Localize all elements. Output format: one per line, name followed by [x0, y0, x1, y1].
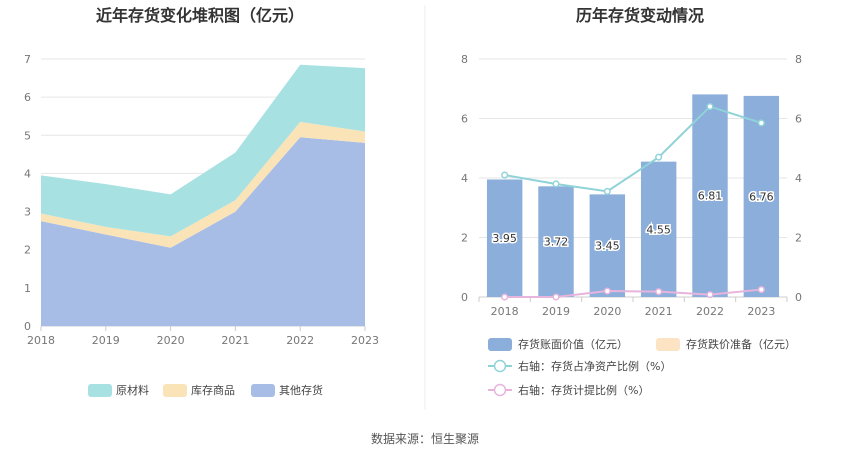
left-y-tick-label: 0: [24, 320, 31, 333]
left-y-tick-label: 2: [24, 244, 31, 257]
left-x-tick-labels: 2018 2019 2020 2021 2022 2023: [27, 334, 379, 347]
area-series-0: [41, 137, 365, 326]
line-point[interactable]: [552, 180, 560, 188]
bar-label-bg: [592, 238, 622, 253]
legend-label: 右轴：存货计提比例（%）: [518, 383, 649, 397]
legend-swatch: [488, 338, 512, 351]
right-legend: 存货账面价值（亿元） 存货跌价准备（亿元） 右轴：存货占净资产比例（%） 右轴：存货计…: [488, 337, 796, 397]
left-y-tick-label: 5: [24, 129, 31, 142]
right-grid: [478, 58, 788, 302]
right-y-tick-label: 0: [461, 291, 468, 304]
left-x-tick-label: 2019: [92, 334, 120, 347]
bar-line-chart: 历年存货变动情况 3.95 3.72 3.454.556.81 6.76 02468 …: [461, 6, 802, 397]
right-x-tick-label: 2018: [491, 305, 519, 318]
legend-swatch: [88, 384, 112, 397]
left-y-tick-label: 7: [24, 53, 31, 66]
left-y-tick-label: 6: [24, 91, 31, 104]
legend-label: 存货跌价准备（亿元）: [686, 337, 796, 351]
right-x-tick-label: 2020: [593, 305, 621, 318]
right-chart-title: 历年存货变动情况: [576, 6, 704, 25]
left-x-tick-label: 2023: [351, 334, 379, 347]
legend-swatch: [251, 384, 275, 397]
bar-data-label: 3.45: [595, 240, 620, 253]
left-chart-title: 近年存货变化堆积图（亿元）: [96, 6, 304, 25]
bar-label-bg: [644, 222, 674, 237]
legend-swatch: [656, 338, 680, 351]
line-point[interactable]: [706, 103, 714, 111]
bar-label-bg: [490, 231, 520, 246]
left-y-tick-labels: 0 1 2 3 4 5 6 7: [24, 53, 31, 333]
line-point[interactable]: [706, 291, 714, 299]
right-y2-tick-label: 2: [795, 232, 802, 245]
bar-data-label: 6.81: [698, 190, 723, 203]
right-legend-item[interactable]: 右轴：存货计提比例（%）: [488, 383, 649, 397]
legend-label: 库存商品: [191, 383, 235, 397]
area-series-1: [41, 121, 365, 248]
left-legend-item[interactable]: 其他存货: [251, 383, 323, 397]
line-point[interactable]: [655, 153, 663, 161]
legend-label: 原材料: [116, 383, 149, 397]
legend-label: 存货账面价值（亿元）: [518, 337, 628, 351]
left-x-tick-label: 2018: [27, 334, 55, 347]
line-point[interactable]: [603, 187, 611, 195]
right-y-tick-label: 8: [461, 53, 468, 66]
bar-label-bg: [695, 188, 725, 203]
bar-data-label: 4.55: [646, 223, 671, 236]
right-y-tick-label: 4: [461, 172, 468, 185]
right-x-tick-label: 2019: [542, 305, 570, 318]
bar-label-bg: [541, 234, 571, 249]
right-y2-tick-label: 6: [795, 113, 802, 126]
right-x-tick-label: 2023: [747, 305, 775, 318]
bar-label-bg: [746, 189, 776, 204]
line-series-2: [504, 105, 762, 193]
right-y2-tick-label: 8: [795, 53, 802, 66]
right-legend-item[interactable]: 存货跌价准备（亿元）: [656, 337, 796, 351]
left-x-tick-label: 2022: [286, 334, 314, 347]
bar-data-label: 3.72: [544, 236, 569, 249]
left-legend-item[interactable]: 原材料: [88, 383, 149, 397]
right-y-tick-label: 6: [461, 113, 468, 126]
right-x-tick-label: 2021: [645, 305, 673, 318]
left-x-tick-label: 2020: [157, 334, 185, 347]
legend-label: 其他存货: [279, 383, 323, 397]
right-y2-tick-label: 4: [795, 172, 802, 185]
left-area-series: [41, 64, 365, 326]
line-point[interactable]: [757, 119, 765, 127]
right-legend-item[interactable]: 存货账面价值（亿元）: [488, 337, 628, 351]
right-x-tick-labels: 2018 2019 2020 2021 2022 2023: [491, 305, 776, 318]
line-point[interactable]: [501, 171, 509, 179]
line-point[interactable]: [603, 287, 611, 295]
right-y-tick-label: 2: [461, 232, 468, 245]
right-x-tick-label: 2022: [696, 305, 724, 318]
line-point[interactable]: [552, 293, 560, 301]
legend-swatch: [163, 384, 187, 397]
legend-label: 右轴：存货占净资产比例（%）: [518, 359, 671, 373]
legend-marker: [493, 383, 507, 397]
left-x-tick-label: 2021: [221, 334, 249, 347]
left-y-tick-label: 4: [24, 167, 31, 180]
left-y-tick-label: 3: [24, 206, 31, 219]
area-series-2: [41, 64, 365, 237]
line-point[interactable]: [757, 286, 765, 294]
bar-data-label: 6.76: [749, 190, 774, 203]
left-legend: 原材料 库存商品 其他存货: [88, 383, 323, 397]
line-point[interactable]: [655, 288, 663, 296]
bar-data-label: 3.95: [492, 232, 517, 245]
right-y2-tick-labels: 0 2 4 6 8: [795, 53, 802, 304]
left-y-tick-label: 1: [24, 282, 31, 295]
right-bar-series: 3.95 3.72 3.45 4.55 6.81 6.76: [486, 94, 780, 297]
line-point[interactable]: [501, 293, 509, 301]
data-source-footer: 数据来源：恒生聚源: [371, 431, 479, 446]
legend-marker: [493, 359, 507, 373]
right-y-tick-labels: 0 2 4 6 8: [461, 53, 468, 304]
line-series-3: [504, 288, 762, 298]
left-legend-item[interactable]: 库存商品: [163, 383, 235, 397]
right-legend-item[interactable]: 右轴：存货占净资产比例（%）: [488, 359, 671, 373]
right-y2-tick-label: 0: [795, 291, 802, 304]
right-line-series: [501, 103, 765, 301]
